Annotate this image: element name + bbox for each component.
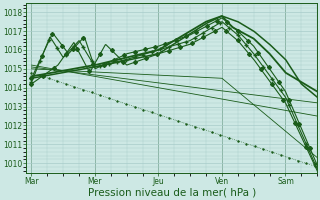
X-axis label: Pression niveau de la mer( hPa ): Pression niveau de la mer( hPa ) [88, 187, 256, 197]
